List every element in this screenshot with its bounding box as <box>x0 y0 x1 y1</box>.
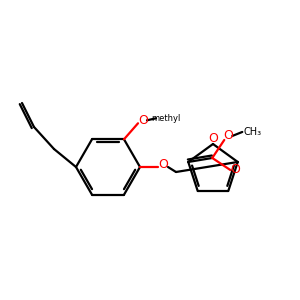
Text: methyl: methyl <box>151 114 181 123</box>
Text: O: O <box>158 158 168 170</box>
Text: CH₃: CH₃ <box>243 127 261 137</box>
Text: O: O <box>138 114 148 127</box>
Text: O: O <box>223 130 233 142</box>
Text: O: O <box>208 133 218 146</box>
Text: O: O <box>230 164 240 176</box>
